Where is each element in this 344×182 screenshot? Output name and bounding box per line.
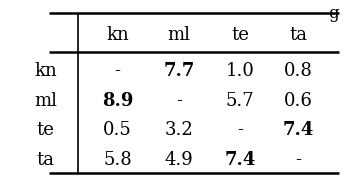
Text: 0.5: 0.5	[103, 121, 132, 139]
Text: 3.2: 3.2	[164, 121, 193, 139]
Text: -: -	[295, 151, 301, 169]
Text: 7.7: 7.7	[163, 62, 194, 80]
Text: 4.9: 4.9	[164, 151, 193, 169]
Text: 7.4: 7.4	[225, 151, 256, 169]
Text: g: g	[329, 5, 339, 22]
Text: ml: ml	[167, 26, 190, 44]
Text: 0.8: 0.8	[284, 62, 313, 80]
Text: kn: kn	[106, 26, 129, 44]
Text: ta: ta	[289, 26, 307, 44]
Text: 5.8: 5.8	[103, 151, 132, 169]
Text: kn: kn	[34, 62, 57, 80]
Text: -: -	[176, 92, 182, 110]
Text: ta: ta	[37, 151, 55, 169]
Text: 0.6: 0.6	[284, 92, 313, 110]
Text: 8.9: 8.9	[102, 92, 133, 110]
Text: 1.0: 1.0	[226, 62, 255, 80]
Text: te: te	[37, 121, 55, 139]
Text: 7.4: 7.4	[282, 121, 314, 139]
Text: 5.7: 5.7	[226, 92, 255, 110]
Text: -: -	[115, 62, 120, 80]
Text: te: te	[231, 26, 249, 44]
Text: -: -	[237, 121, 243, 139]
Text: ml: ml	[34, 92, 57, 110]
